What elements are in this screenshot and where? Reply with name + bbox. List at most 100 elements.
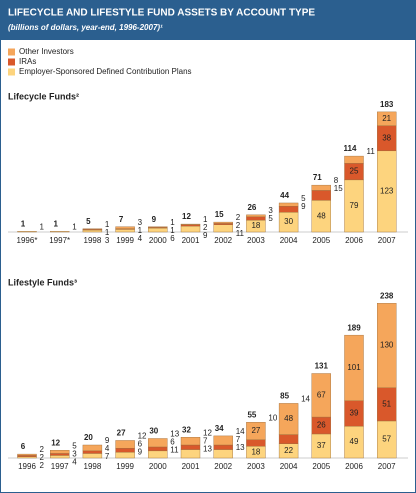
value-label: 79 — [350, 201, 359, 210]
bar-segment — [213, 221, 233, 224]
chart-title: LIFECYCLE AND LIFESTYLE FUND ASSETS BY A… — [8, 8, 315, 19]
value-label: 2 — [40, 461, 45, 470]
bar-segment — [278, 206, 299, 213]
x-tick-label: 2006 — [345, 236, 363, 245]
total-label: 1 — [53, 219, 58, 228]
value-label: 7 — [236, 435, 241, 444]
value-label: 7 — [203, 436, 208, 445]
value-label: 3 — [268, 206, 273, 215]
value-label: 48 — [284, 414, 293, 423]
value-label: 37 — [317, 441, 326, 450]
value-label: 12 — [138, 432, 147, 441]
value-label: 11 — [170, 446, 179, 455]
x-tick-label: 1999 — [116, 462, 134, 471]
bar-segment — [246, 214, 266, 218]
x-tick-label: 2003 — [247, 462, 265, 471]
x-tick-label: 2005 — [312, 236, 330, 245]
value-label: 48 — [317, 211, 326, 220]
value-label: 14 — [236, 427, 245, 436]
bar-segment — [180, 444, 201, 450]
value-label: 1 — [170, 226, 175, 235]
total-label: 114 — [344, 144, 357, 153]
value-label: 13 — [203, 444, 212, 453]
bar-segment — [246, 422, 266, 440]
x-tick-label: 2002 — [214, 462, 232, 471]
x-tick-label: 2007 — [378, 236, 396, 245]
value-label: 1 — [138, 226, 143, 235]
value-label: 1 — [170, 218, 175, 227]
bar-segment — [311, 184, 331, 191]
value-label: 2 — [203, 223, 208, 232]
x-tick-label: 2001 — [182, 462, 200, 471]
value-label: 11 — [236, 229, 245, 238]
x-tick-label: 2002 — [214, 236, 232, 245]
bar-segment — [50, 231, 70, 233]
x-tick-label: 1996 — [18, 462, 36, 471]
bar-segment — [344, 334, 364, 401]
total-label: 20 — [84, 433, 93, 442]
value-label: 8 — [334, 176, 339, 185]
bar-segment — [278, 434, 299, 444]
bar-segment — [115, 448, 135, 453]
x-tick-label: 2000 — [149, 462, 167, 471]
total-label: 5 — [86, 217, 91, 226]
bar-segment — [311, 190, 331, 201]
total-label: 44 — [280, 191, 289, 200]
value-label: 9 — [301, 202, 306, 211]
total-label: 6 — [21, 442, 26, 451]
value-label: 4 — [138, 234, 143, 243]
bar-segment — [148, 450, 168, 459]
bar-segment — [82, 453, 103, 459]
value-label: 1 — [40, 222, 45, 231]
value-label: 1 — [105, 220, 110, 229]
value-label: 5 — [268, 214, 273, 223]
value-label: 51 — [382, 399, 391, 408]
x-tick-label: 1997 — [51, 462, 69, 471]
value-label: 7 — [105, 452, 110, 461]
value-label: 1 — [105, 228, 110, 237]
value-label: 5 — [301, 194, 306, 203]
bar-segment — [148, 438, 168, 448]
value-label: 5 — [72, 441, 77, 450]
value-label: 13 — [170, 430, 179, 439]
bar-segment — [17, 231, 37, 233]
value-label: 3 — [72, 449, 77, 458]
total-label: 189 — [347, 323, 361, 332]
value-label: 2 — [236, 221, 241, 230]
value-label: 123 — [380, 187, 394, 196]
total-label: 9 — [152, 215, 157, 224]
value-label: 3 — [138, 218, 143, 227]
bar-segment — [278, 403, 299, 435]
bar-segment — [82, 444, 103, 452]
bar-segment — [278, 202, 299, 207]
bar-segment — [17, 453, 37, 456]
value-label: 30 — [284, 217, 293, 226]
x-tick-label: 1996* — [17, 236, 38, 245]
bar-segment — [115, 226, 135, 229]
panel-title: Lifestyle Funds³ — [8, 277, 77, 287]
value-label: 9 — [105, 436, 110, 445]
x-tick-label: 1999 — [116, 236, 134, 245]
x-tick-label: 1998 — [84, 462, 102, 471]
legend-label: Employer-Sponsored Defined Contribution … — [19, 67, 192, 76]
value-label: 6 — [170, 234, 175, 243]
value-label: 39 — [350, 409, 359, 418]
bar-segment — [82, 229, 103, 233]
x-tick-label: 2006 — [345, 462, 363, 471]
value-label: 26 — [317, 421, 326, 430]
panel-title: Lifecycle Funds² — [8, 91, 79, 101]
bar-segment — [246, 439, 266, 447]
value-label: 57 — [382, 435, 391, 444]
bar-segment — [50, 455, 70, 459]
value-label: 25 — [350, 167, 359, 176]
x-tick-label: 2001 — [182, 236, 200, 245]
x-tick-label: 1998 — [84, 236, 102, 245]
bar-segment — [50, 453, 70, 456]
bar-segment — [180, 437, 201, 446]
bar-segment — [115, 440, 135, 449]
bar-segment — [115, 451, 135, 459]
value-label: 9 — [138, 448, 143, 457]
value-label: 67 — [317, 390, 326, 399]
x-tick-label: 2007 — [378, 462, 396, 471]
